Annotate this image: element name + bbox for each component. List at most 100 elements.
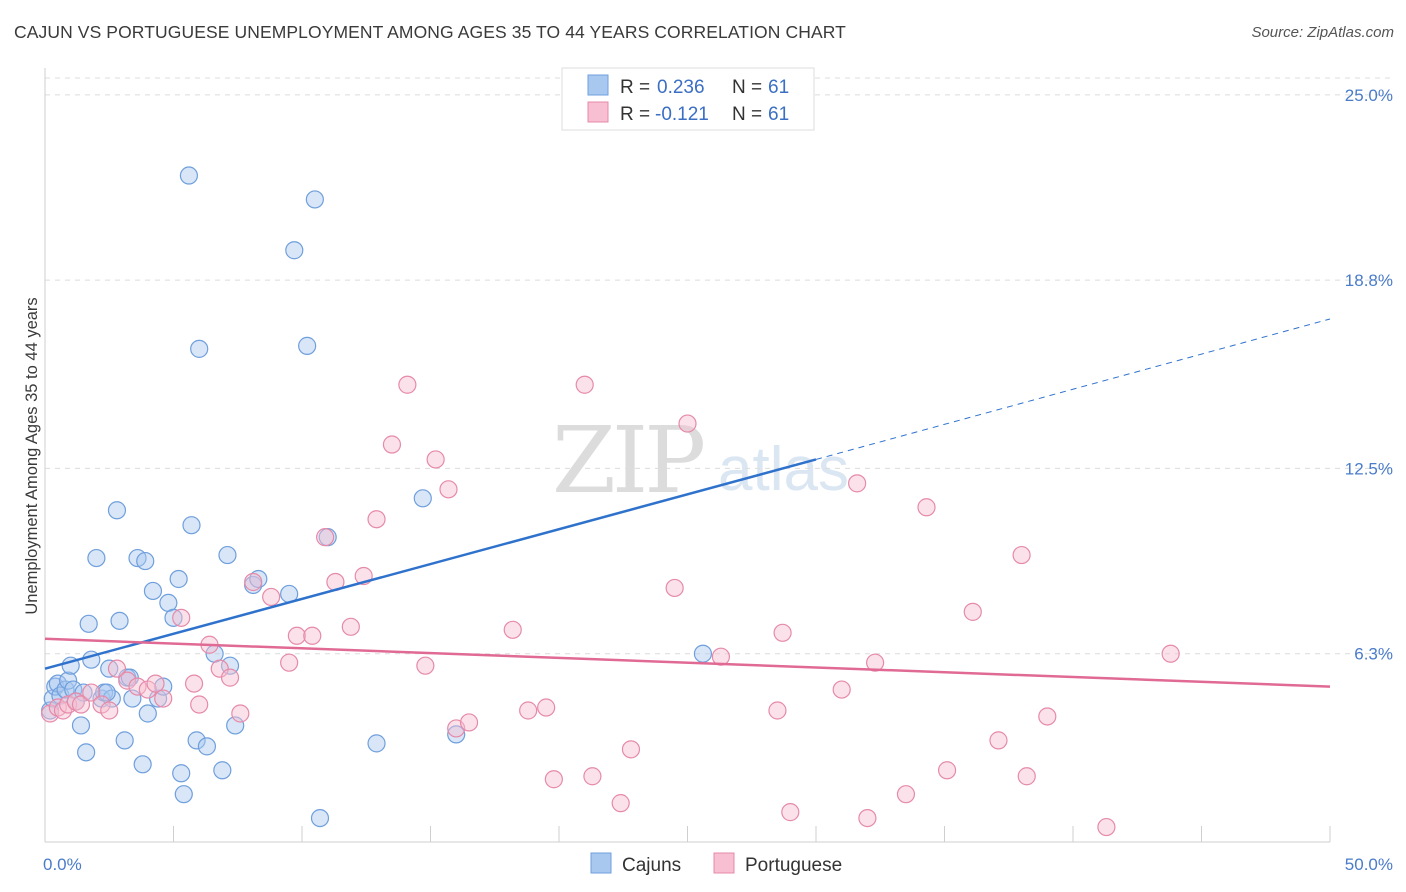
portuguese-point-27 (316, 528, 335, 547)
cajun-point-60 (97, 683, 116, 702)
cajun-point-6 (59, 671, 78, 690)
cajun-point-52 (305, 190, 324, 209)
portuguese-point-23 (262, 587, 281, 607)
portuguese-point-46 (621, 740, 641, 759)
cajun-point-50 (285, 241, 304, 260)
portuguese-point-35 (426, 450, 445, 469)
portuguese-point-49 (711, 647, 731, 666)
legend-n-value-portuguese: 61 (768, 104, 789, 125)
cajun-point-35 (172, 764, 191, 783)
portuguese-point-47 (665, 578, 684, 598)
portuguese-point-2 (53, 701, 73, 720)
cajun-point-44 (218, 545, 237, 565)
y-tick-label-3: 25.0% (1345, 86, 1393, 105)
portuguese-point-57 (896, 785, 916, 804)
portuguese-point-36 (439, 480, 458, 499)
cajun-point-43 (213, 761, 232, 780)
portuguese-point-8 (100, 701, 119, 720)
axes (44, 68, 1331, 843)
cajun-point-53 (310, 808, 330, 828)
portuguese-point-15 (172, 608, 191, 627)
portuguese-point-55 (858, 808, 877, 828)
portuguese-point-52 (781, 803, 800, 822)
legend-swatch-cajun (587, 74, 609, 96)
x-tick-min: 0.0% (43, 855, 82, 874)
cajun-point-36 (174, 785, 193, 804)
portuguese-point-34 (416, 656, 435, 675)
cajun-point-37 (179, 166, 199, 185)
portuguese-point-33 (398, 375, 417, 394)
portuguese-point-17 (190, 695, 209, 714)
portuguese-point-13 (146, 674, 165, 693)
portuguese-point-9 (107, 659, 127, 678)
portuguese-point-56 (866, 653, 885, 672)
portuguese-point-44 (583, 767, 602, 786)
cajun-point-11 (77, 743, 96, 762)
portuguese-point-42 (544, 770, 563, 789)
portuguese-point-38 (459, 713, 479, 732)
portuguese-point-48 (678, 414, 697, 433)
portuguese-point-66 (1161, 644, 1180, 663)
portuguese-point-54 (848, 474, 867, 493)
cajun-point-24 (123, 689, 142, 708)
trend-lines (44, 318, 1331, 688)
cajun-point-34 (169, 569, 188, 589)
legend-r-value-portuguese: -0.121 (655, 104, 709, 125)
cajun-point-28 (138, 704, 157, 723)
portuguese-point-14 (154, 689, 173, 708)
legend-n-label-cajun: N = (732, 77, 762, 98)
portuguese-point-26 (303, 626, 322, 645)
portuguese-point-39 (503, 620, 522, 639)
stats-legend: R = 0.236 N = 61 R = -0.121 N = 61 (561, 67, 815, 131)
cajun-point-33 (164, 608, 183, 627)
grid-lines (45, 77, 1393, 655)
legend-r-value-cajun: 0.236 (657, 77, 705, 98)
portuguese-point-43 (575, 375, 594, 394)
portuguese-point-19 (210, 659, 229, 678)
portuguese-point-24 (280, 653, 299, 672)
portuguese-point-51 (773, 623, 792, 642)
legend-n-value-cajun: 61 (768, 77, 789, 98)
y-axis-label: Unemployment Among Ages 35 to 44 years (23, 297, 41, 614)
bottom-legend-cajuns: Cajuns (622, 855, 681, 876)
cajun-trend-extension (815, 318, 1331, 460)
cajun-point-12 (79, 614, 98, 633)
cajun-points (41, 166, 713, 828)
cajun-point-29 (143, 581, 163, 601)
portuguese-trend-line (44, 637, 1331, 688)
portuguese-point-29 (341, 617, 360, 636)
portuguese-point-62 (1012, 545, 1031, 565)
cajun-point-58 (693, 644, 713, 663)
source-credit: Source: ZipAtlas.com (1251, 24, 1394, 41)
cajun-point-46 (226, 716, 245, 735)
series-legend: Cajuns Portuguese (590, 852, 842, 876)
portuguese-point-53 (832, 680, 851, 699)
cajun-point-55 (367, 734, 386, 753)
cajun-point-14 (87, 548, 106, 568)
x-tick-max: 50.0% (1345, 855, 1393, 874)
cajun-point-57 (447, 725, 466, 744)
portuguese-point-16 (184, 674, 204, 693)
legend-n-label-portuguese: N = (732, 104, 762, 125)
legend-r-label-cajun: R = (620, 77, 650, 98)
cajun-point-40 (190, 339, 209, 358)
bottom-legend-swatch-portuguese (713, 852, 735, 874)
legend-swatch-portuguese (587, 101, 609, 123)
y-tick-label-0: 6.3% (1354, 645, 1393, 664)
cajun-point-19 (107, 501, 127, 520)
portuguese-point-60 (963, 602, 982, 621)
legend-r-label-portuguese: R = (620, 104, 650, 125)
portuguese-point-40 (519, 701, 538, 720)
cajun-point-48 (249, 569, 268, 589)
cajun-point-30 (148, 689, 168, 708)
portuguese-point-10 (118, 671, 137, 690)
portuguese-point-65 (1097, 817, 1116, 837)
portuguese-point-11 (128, 677, 147, 696)
cajun-point-27 (136, 551, 155, 571)
cajun-point-10 (71, 716, 91, 735)
cajun-point-39 (187, 731, 206, 750)
bottom-legend-portuguese: Portuguese (745, 855, 842, 876)
y-tick-label-1: 12.5% (1345, 459, 1393, 478)
portuguese-point-63 (1017, 767, 1036, 786)
